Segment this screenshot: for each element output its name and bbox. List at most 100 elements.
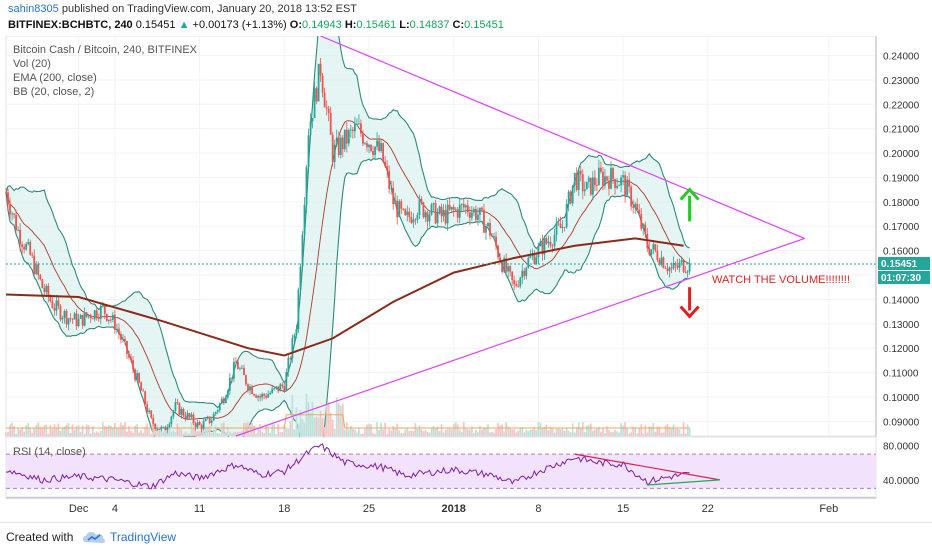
candle-body — [523, 270, 526, 277]
volume-bar — [563, 430, 566, 436]
volume-bar — [212, 429, 215, 436]
volume-bar — [251, 423, 253, 436]
volume-bar — [162, 430, 165, 436]
volume-bar — [527, 430, 530, 436]
rsi-line — [5, 443, 690, 490]
candle-body — [372, 150, 374, 155]
volume-bar — [481, 429, 483, 436]
candle-body — [386, 166, 389, 171]
volume-bar — [27, 422, 30, 436]
volume-bar — [331, 419, 334, 436]
volume-bar — [265, 424, 268, 436]
candle-body — [636, 203, 639, 210]
volume-bar — [577, 422, 580, 436]
watch-volume-annotation: WATCH THE VOLUME!!!!!!!! — [712, 274, 850, 286]
candle-body — [555, 223, 558, 235]
volume-bar — [228, 431, 231, 436]
volume-bar — [101, 422, 104, 436]
volume-bar — [642, 433, 645, 436]
volume-bar — [507, 426, 510, 436]
candle-body — [77, 318, 80, 327]
candle-body — [642, 224, 645, 229]
candle-body — [216, 410, 219, 413]
volume-bar — [9, 424, 11, 436]
candle-body — [138, 373, 140, 383]
candle-body — [487, 222, 489, 227]
volume-bar — [317, 418, 320, 436]
volume-bar — [547, 430, 550, 436]
price-tick-label: 0.20000 — [883, 149, 920, 160]
legend-ema: EMA (200, close) — [13, 72, 97, 84]
price-tick-label: 0.23000 — [883, 76, 920, 87]
author-link[interactable]: sahin8305 — [8, 3, 59, 15]
time-axis[interactable]: Dec 4 11 18 25 2018 8 15 22 Feb — [6, 497, 876, 515]
up-arrow-head — [679, 187, 700, 201]
candle-body — [23, 246, 26, 250]
volume-bar — [178, 428, 181, 436]
volume-bar — [448, 428, 451, 436]
volume-bar — [277, 423, 280, 436]
candle-body — [69, 318, 72, 320]
rsi-band — [6, 454, 876, 489]
volume-bar — [545, 424, 548, 436]
candle-body — [128, 353, 130, 358]
volume-bar — [168, 423, 171, 436]
candle-body — [93, 310, 96, 320]
candle-body — [57, 300, 60, 306]
candle-body — [204, 418, 207, 422]
volume-bar — [589, 423, 592, 436]
volume-bar — [343, 429, 346, 436]
candle-body — [206, 417, 209, 419]
candle-body — [124, 339, 126, 342]
volume-bar — [111, 427, 114, 436]
volume-bar — [43, 425, 46, 436]
candle-body — [672, 263, 675, 269]
volume-bar — [565, 428, 568, 436]
volume-bar — [353, 429, 356, 436]
candle-body — [166, 427, 169, 431]
volume-bar — [323, 427, 326, 436]
candle-body — [299, 266, 302, 290]
candle-body — [134, 369, 136, 381]
volume-bar — [583, 432, 586, 436]
candle-body — [640, 213, 643, 229]
volume-bar — [341, 403, 344, 436]
candle-body — [652, 244, 655, 250]
candle-body — [122, 339, 124, 340]
volume-bar — [132, 432, 134, 436]
candle-body — [172, 410, 175, 417]
volume-bar — [483, 427, 485, 436]
time-tick-label: Feb — [819, 503, 838, 515]
candle-body — [468, 212, 471, 218]
chart-area[interactable]: WATCH THE VOLUME!!!!!!!! Bitcoin Cash / … — [0, 36, 932, 522]
volume-bar — [652, 422, 655, 436]
volume-bar — [438, 431, 441, 436]
tradingview-brand-link[interactable]: TradingView — [110, 530, 177, 544]
volume-ma-line — [6, 414, 690, 429]
candle-body — [404, 209, 407, 216]
volume-bar — [182, 433, 185, 436]
volume-bar — [271, 422, 274, 436]
volume-bar — [561, 427, 564, 436]
candle-body — [55, 300, 58, 311]
candle-body — [130, 357, 132, 361]
candle-body — [493, 236, 495, 238]
price-tick-label: 0.18000 — [883, 198, 920, 209]
candle-body — [680, 260, 683, 263]
volume-bar — [91, 426, 94, 436]
volume-bar — [513, 428, 516, 436]
time-tick-label: 4 — [112, 503, 118, 515]
volume-bar — [491, 432, 493, 436]
volume-bar — [321, 418, 324, 436]
candle-body — [624, 175, 627, 196]
candle-body — [180, 409, 183, 415]
volume-bar — [220, 423, 223, 436]
candle-body — [382, 143, 385, 162]
low-value: 0.14837 — [409, 19, 450, 31]
volume-bar — [118, 427, 120, 436]
candle-body — [376, 140, 378, 147]
volume-bar — [33, 428, 36, 436]
candle-body — [120, 334, 122, 340]
volume-bar — [31, 432, 34, 436]
candle-body — [295, 329, 298, 336]
